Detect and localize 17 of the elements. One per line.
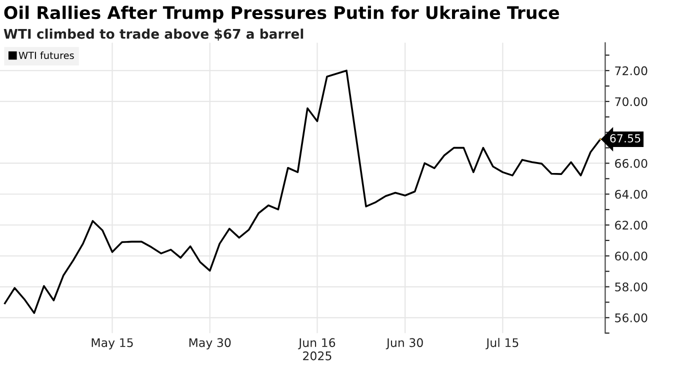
x-tick-label: May 30	[189, 338, 231, 350]
y-tick-label: 58.00	[615, 282, 648, 292]
x-tick-label: Jun 16 2025	[298, 338, 336, 360]
y-tick-label: 62.00	[615, 220, 648, 230]
y-tick-label: 64.00	[615, 190, 648, 199]
x-tick-label: Jul 15	[486, 338, 518, 350]
y-tick-label: 56.00	[615, 313, 648, 322]
y-tick-label: 70.00	[615, 97, 648, 106]
x-tick-label: May 15	[92, 338, 133, 350]
y-tick-label: 66.00	[615, 158, 648, 168]
chart-subtitle: WTI climbed to trade above $67 a barrel	[4, 28, 304, 41]
y-tick-label: 60.00	[615, 252, 648, 261]
chart-title: Oil Rallies After Trump Pressures Putin for Ukraine Truce	[4, 6, 560, 23]
x-tick-label: Jun 30	[386, 338, 423, 350]
data-label: 67.55	[610, 134, 640, 143]
y-tick-label: 72.00	[615, 66, 648, 76]
legend-label: WTI futures	[18, 52, 74, 60]
